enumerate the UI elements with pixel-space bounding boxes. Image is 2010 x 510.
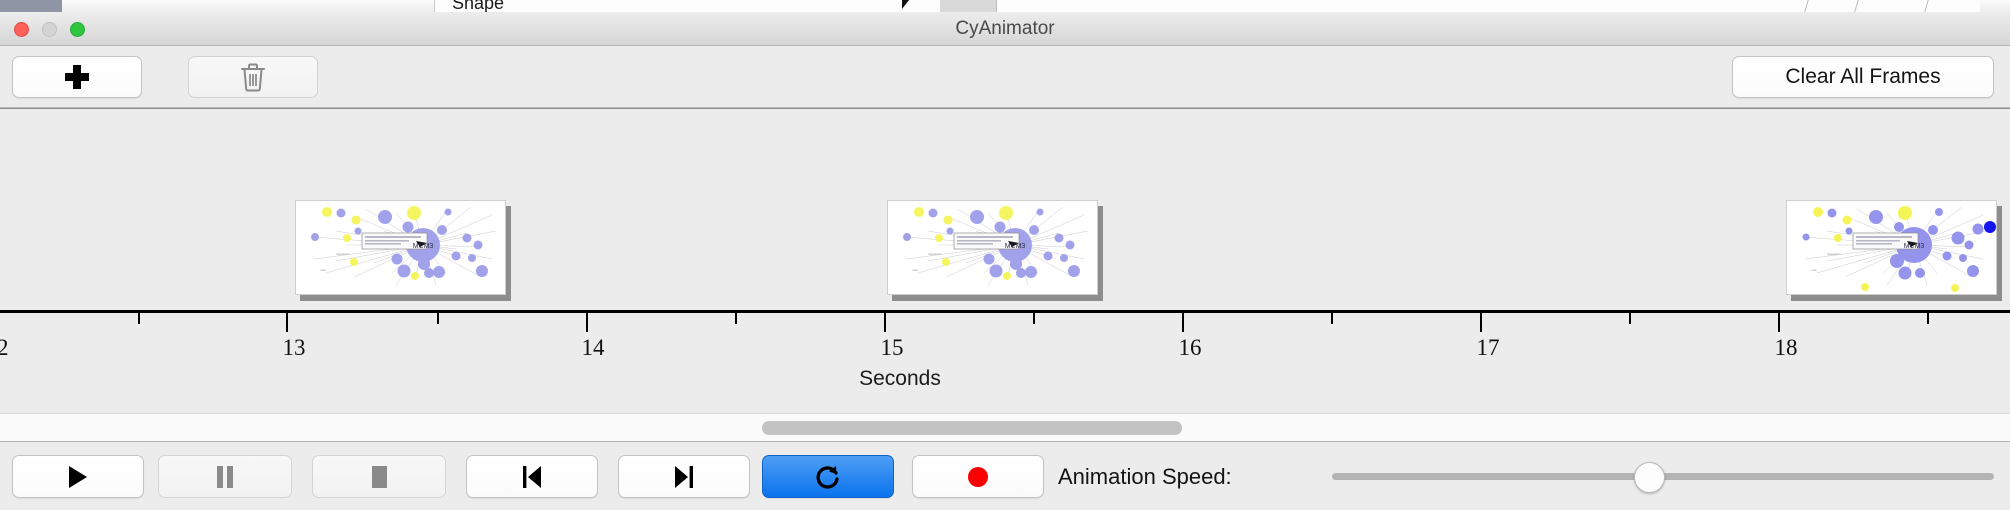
timeline-scrollbar[interactable] [0, 413, 2010, 442]
loop-button[interactable] [762, 455, 894, 498]
axis-tick [1182, 313, 1184, 332]
frame-thumbnail: MCM3 degradation node [887, 200, 1098, 295]
add-frame-button[interactable] [12, 56, 142, 98]
svg-text:node: node [320, 268, 326, 272]
plus-icon [64, 64, 90, 90]
axis-tick-label: 17 [1476, 335, 1500, 360]
axis-tick [286, 313, 288, 332]
axis-tick [735, 313, 737, 324]
axis-tick [437, 313, 439, 324]
frame-thumbnail: MCM3 degradation node [295, 200, 506, 295]
svg-text:degradation: degradation [928, 252, 942, 256]
skip-start-button[interactable] [466, 455, 598, 498]
clear-all-frames-label: Clear All Frames [1785, 65, 1941, 88]
axis-tick [1629, 313, 1631, 324]
svg-text:MCM3: MCM3 [1904, 243, 1925, 250]
svg-text:degradation: degradation [336, 252, 350, 256]
pause-icon [217, 465, 233, 488]
stop-button[interactable] [312, 455, 446, 498]
clear-all-frames-button[interactable]: Clear All Frames [1732, 56, 1994, 98]
window-title: CyAnimator [955, 18, 1055, 39]
play-icon [69, 465, 87, 488]
svg-text:MCM3: MCM3 [1005, 243, 1026, 250]
axis-tick-label: 18 [1774, 335, 1798, 360]
axis-tick-label: 12 [0, 335, 9, 361]
minimize-button[interactable] [42, 22, 57, 37]
axis-tick [1778, 313, 1780, 332]
slider-thumb[interactable] [1634, 462, 1665, 493]
axis-title: Seconds [0, 367, 2010, 391]
trash-icon [241, 63, 265, 91]
svg-text:node: node [1811, 268, 1817, 272]
background-shape-label: Shape [452, 0, 505, 12]
svg-text:node: node [912, 268, 918, 272]
play-button[interactable] [12, 455, 144, 498]
skip-end-button[interactable] [618, 455, 750, 498]
svg-text:MCM3: MCM3 [413, 243, 434, 250]
axis-tick-label: 15 [880, 335, 904, 360]
maximize-button[interactable] [70, 22, 85, 37]
stop-icon [372, 465, 387, 488]
axis-tick [1927, 313, 1929, 324]
axis-title-text: Seconds [859, 367, 941, 390]
delete-frame-button[interactable] [188, 56, 318, 98]
animation-speed-label: Animation Speed: [1058, 464, 1232, 489]
scrollbar-thumb[interactable] [762, 421, 1182, 435]
axis-tick [884, 313, 886, 332]
frame-thumbnail: MCM3 degradation node [1786, 200, 1997, 295]
loop-icon [816, 465, 839, 489]
axis-tick [1033, 313, 1035, 324]
toolbar: Clear All Frames [0, 46, 2010, 108]
record-button[interactable] [912, 455, 1044, 498]
close-button[interactable] [14, 22, 29, 37]
timeline-frame-2[interactable]: MCM3 degradation node [887, 200, 1103, 301]
axis-tick-label: 16 [1178, 335, 1202, 360]
timeline-frame-1[interactable]: MCM3 degradation node [295, 200, 511, 301]
pause-button[interactable] [158, 455, 292, 498]
animation-speed-slider[interactable] [1332, 455, 1994, 498]
skip-forward-icon [675, 465, 693, 488]
axis-tick [586, 313, 588, 332]
skip-back-icon [523, 465, 541, 488]
timeline-axis [0, 310, 2010, 313]
axis-tick [1480, 313, 1482, 332]
timeline-panel[interactable]: MCM3 degradation node [0, 108, 2010, 413]
svg-text:degradation: degradation [1827, 252, 1841, 256]
playback-controls: Animation Speed: [0, 443, 2010, 510]
axis-tick-label: 14 [581, 335, 605, 360]
background-window-strip: Shape [0, 0, 2010, 12]
axis-tick-label: 13 [282, 335, 306, 360]
axis-tick [138, 313, 140, 324]
axis-tick [1331, 313, 1333, 324]
title-bar: CyAnimator [0, 12, 2010, 46]
record-icon [968, 466, 988, 487]
background-cursor-icon [902, 0, 909, 9]
timeline-frame-3[interactable]: MCM3 degradation node [1786, 200, 2002, 301]
background-tab [0, 0, 62, 12]
